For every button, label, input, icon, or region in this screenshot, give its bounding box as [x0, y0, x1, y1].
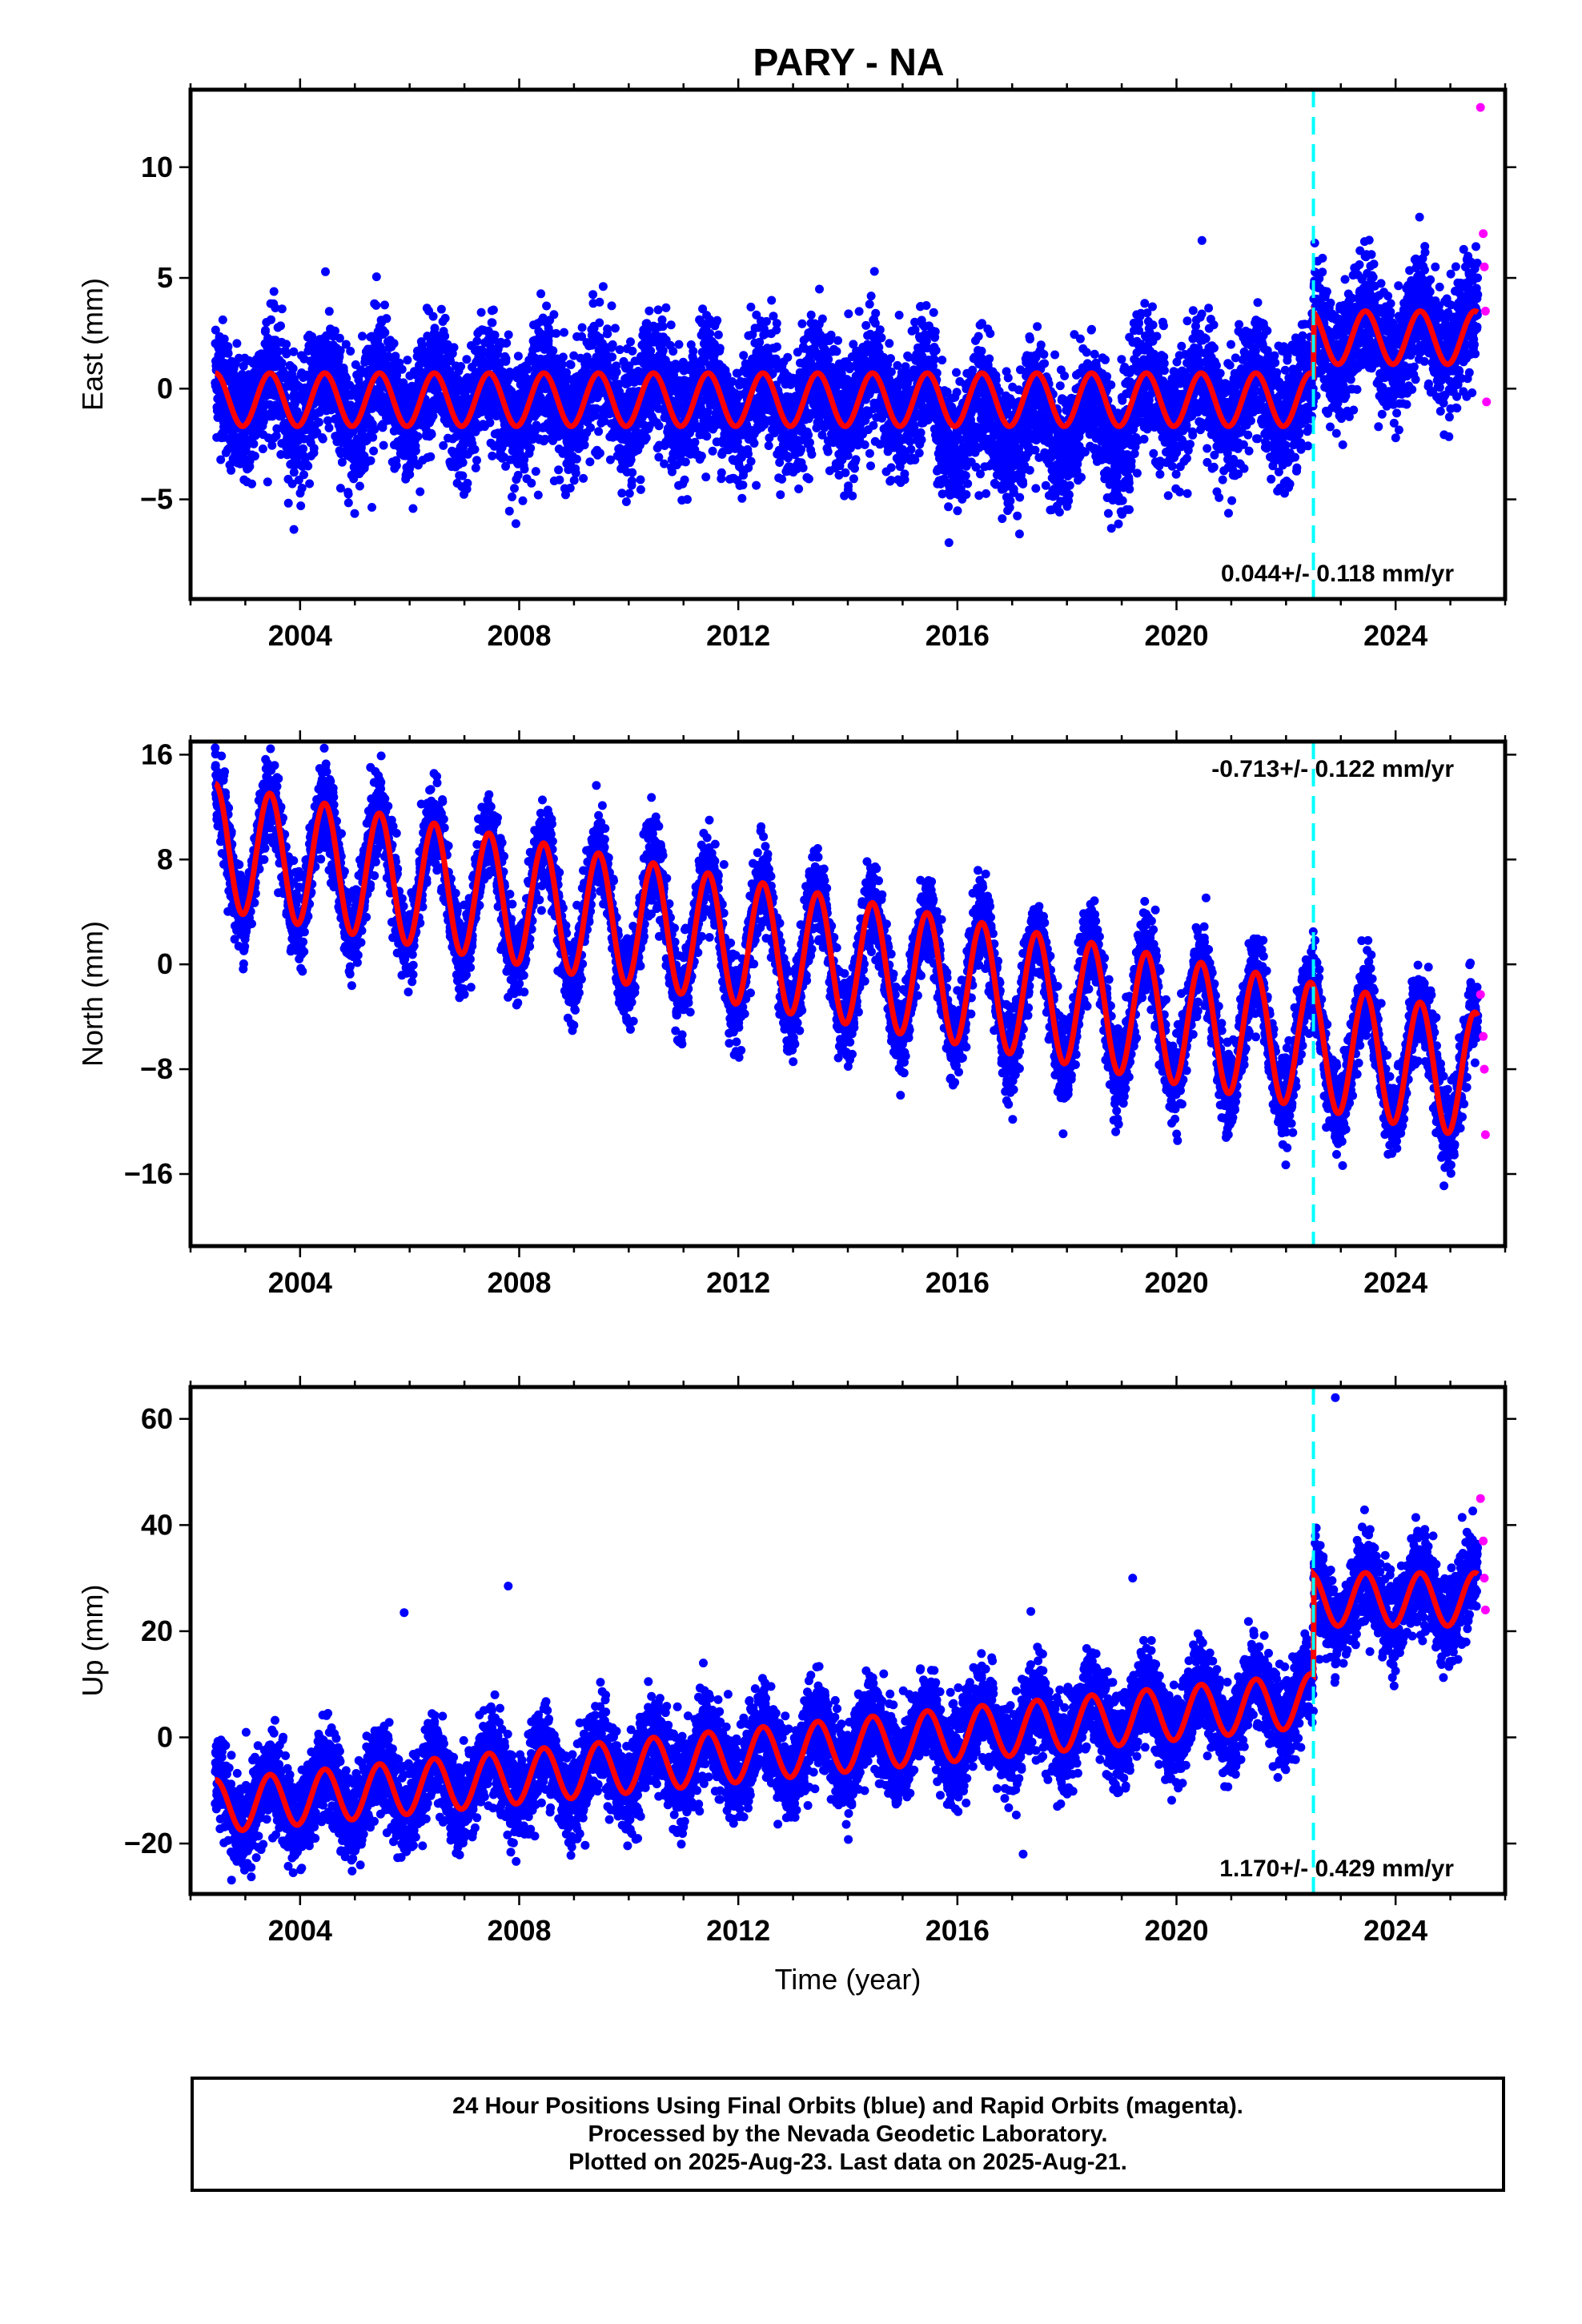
x-tick-label: 2020 [1144, 1914, 1208, 1947]
y-axis-label: East (mm) [76, 278, 109, 411]
x-tick-label: 2008 [487, 619, 551, 652]
x-tick-label: 2008 [487, 1914, 551, 1947]
y-tick-label: −20 [124, 1827, 173, 1860]
x-tick-label: 2012 [706, 1266, 770, 1299]
model-fit-line [215, 305, 1480, 429]
rapid-orbit-point [1480, 1130, 1490, 1140]
y-tick-label: 0 [157, 372, 173, 404]
y-tick-label: 0 [157, 947, 173, 980]
x-tick-label: 2012 [706, 619, 770, 652]
rapid-orbit-point [1476, 1494, 1485, 1503]
plot-area [211, 742, 1490, 1246]
y-tick-label: 10 [141, 151, 173, 183]
y-tick-label: −5 [140, 483, 173, 516]
y-tick-label: 8 [157, 842, 173, 875]
plot-area [211, 1387, 1490, 1894]
y-tick-label: 0 [157, 1720, 173, 1753]
x-tick-label: 2008 [487, 1266, 551, 1299]
model-fit-line [214, 781, 1480, 1136]
figure-title: PARY - NA [753, 42, 944, 84]
outlier-point [1128, 1574, 1138, 1583]
plot-area [211, 90, 1492, 599]
rapid-orbit-point [1480, 1605, 1490, 1614]
y-tick-label: −8 [140, 1052, 173, 1085]
x-tick-label: 2016 [926, 1266, 990, 1299]
y-axis-label: Up (mm) [76, 1585, 109, 1697]
footer-line-1: 24 Hour Positions Using Final Orbits (bl… [452, 2093, 1243, 2119]
x-axis-label: Time (year) [775, 1963, 921, 1996]
rapid-orbit-point [1480, 307, 1490, 316]
outlier-point [400, 1608, 409, 1618]
rapid-orbit-point [1480, 1574, 1489, 1583]
x-tick-label: 2016 [926, 1914, 990, 1947]
x-tick-label: 2024 [1363, 619, 1427, 652]
rapid-orbit-point [1482, 397, 1492, 407]
rapid-orbit-point [1479, 1031, 1488, 1041]
x-tick-label: 2020 [1144, 619, 1208, 652]
velocity-label: 1.170+/- 0.429 mm/yr [1219, 1856, 1454, 1882]
y-tick-label: 5 [157, 261, 173, 294]
final-orbit-points [211, 212, 1483, 548]
rapid-orbit-point [1479, 1536, 1488, 1546]
panel-north: 2004 2008 2012 2016 2020 2024 −16 −8 0 8 16 North (… [76, 730, 1516, 1299]
rapid-orbit-point [1476, 990, 1485, 999]
rapid-orbit-point [1480, 1064, 1489, 1074]
rapid-orbit-point [1476, 103, 1485, 112]
panel-east: 2004 2008 2012 2016 2020 2024 −5 0 5 10 East (mm) 0… [76, 78, 1516, 652]
footer-line-2: Processed by the Nevada Geodetic Laborat… [588, 2121, 1108, 2147]
y-axis-label: North (mm) [76, 921, 109, 1067]
y-tick-label: −16 [124, 1157, 173, 1190]
x-tick-label: 2012 [706, 1914, 770, 1947]
rapid-orbit-point [1479, 229, 1488, 239]
y-tick-label: 60 [141, 1402, 173, 1435]
panel-up: 2004 2008 2012 2016 2020 2024 −20 0 20 40 60 Up (mm… [76, 1376, 1516, 1947]
final-orbit-points [211, 1505, 1483, 1885]
x-tick-label: 2004 [268, 619, 332, 652]
x-tick-label: 2024 [1363, 1914, 1427, 1947]
final-orbit-points [211, 742, 1483, 1191]
velocity-label: 0.044+/- 0.118 mm/yr [1221, 561, 1454, 587]
footer-caption-box: 24 Hour Positions Using Final Orbits (bl… [191, 2077, 1505, 2192]
y-tick-label: 20 [141, 1614, 173, 1647]
velocity-label: -0.713+/- 0.122 mm/yr [1211, 756, 1454, 782]
footer-line-3: Plotted on 2025-Aug-23. Last data on 202… [568, 2149, 1127, 2175]
rapid-orbit-point [1480, 262, 1489, 271]
x-tick-label: 2004 [268, 1914, 332, 1947]
x-tick-label: 2016 [926, 619, 990, 652]
model-fit-line [215, 1567, 1480, 1833]
x-tick-label: 2004 [268, 1266, 332, 1299]
outlier-point [1331, 1393, 1340, 1402]
y-tick-label: 16 [141, 738, 173, 770]
y-tick-label: 40 [141, 1508, 173, 1541]
outlier-point [504, 1582, 513, 1591]
x-tick-label: 2024 [1363, 1266, 1427, 1299]
outlier-point [1018, 1849, 1028, 1859]
x-tick-label: 2020 [1144, 1266, 1208, 1299]
